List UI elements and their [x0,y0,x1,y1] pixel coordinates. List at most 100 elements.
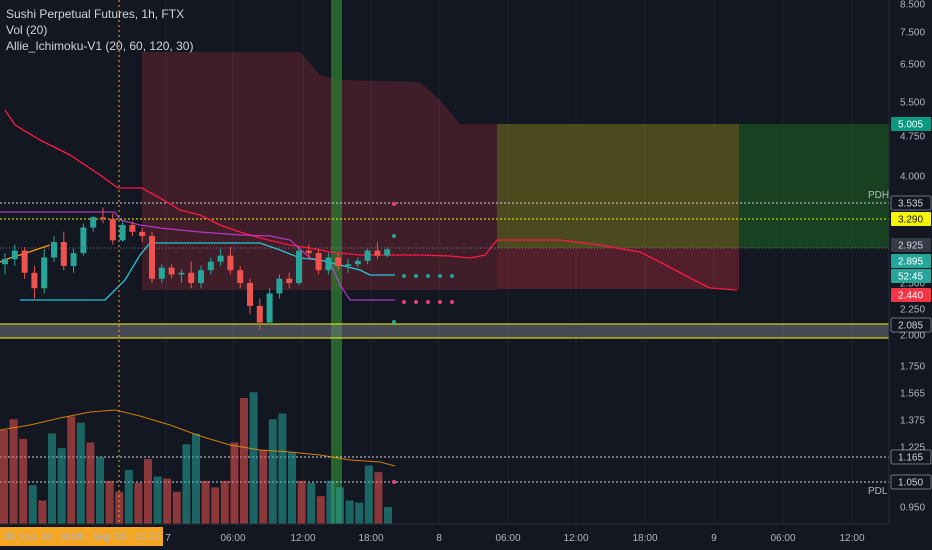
price-tag-text: 2.895 [898,257,923,268]
price-tag-text: 52:45 [898,272,923,283]
price-tick-label: 1.375 [900,416,925,427]
price-tick-label: 2.000 [900,331,925,342]
candle[interactable] [305,250,312,254]
candle[interactable] [217,255,224,262]
long-position-target-zone-yellow[interactable] [497,124,739,248]
price-tag-tp [891,117,931,131]
candle[interactable] [315,253,322,271]
time-tick-label: 12:00 [563,533,588,544]
volume-bar [201,480,210,524]
price-tag-level [890,474,932,490]
volume-ma-line [0,409,396,467]
candle[interactable] [119,224,126,241]
candle[interactable] [335,257,342,266]
volume-bar [345,500,354,524]
candle[interactable] [21,250,28,273]
candle[interactable] [41,257,48,289]
candle[interactable] [70,253,77,266]
price-tick-label: 7.500 [900,28,925,39]
candle[interactable] [286,278,293,283]
candle[interactable] [256,305,263,323]
support-zone [0,324,889,338]
long-position-stop-zone[interactable] [497,248,739,289]
candle[interactable] [207,261,214,271]
volume-bar [28,485,37,524]
candle[interactable] [364,250,371,261]
volume-bar [172,491,181,524]
volume-bar [182,444,191,524]
candle[interactable] [374,250,381,256]
ichimoku-indicator-label[interactable]: Allie_Ichimoku-V1 (20, 60, 120, 30) [6,39,194,53]
candle[interactable] [354,260,361,265]
long-position-target-zone-green[interactable] [739,124,889,248]
candle[interactable] [296,250,302,283]
candle[interactable] [198,270,204,283]
candle[interactable] [158,267,165,279]
plot-area[interactable] [0,0,889,524]
volume-bar [297,480,306,524]
time-tick-label: 8 [436,533,442,544]
price-tick-label: 5.500 [900,98,925,109]
candle[interactable] [168,267,175,275]
volume-bar [57,448,66,524]
volume-bar [67,416,76,524]
candle[interactable] [51,242,57,258]
candle[interactable] [237,270,244,283]
volume-bar [268,419,277,524]
price-tag-text: 2.440 [898,291,923,302]
candle[interactable] [384,249,391,256]
tenkan-line [0,211,395,301]
price-tag-sl [891,288,931,302]
candle[interactable] [31,272,38,289]
pdh-label: PDH [868,190,889,201]
symbol-title[interactable]: Sushi Perpetual Futures, 1h, FTX [6,7,185,21]
chikou-span-line [4,109,738,291]
candle[interactable] [178,272,185,275]
candle[interactable] [60,242,67,266]
volume-bar [307,483,316,524]
time-tick-label: 06:00 [770,533,795,544]
volume-bar [38,500,47,524]
volume-bar [9,419,18,524]
volume-bar [86,442,95,524]
candle[interactable] [276,278,283,294]
candle[interactable] [345,264,351,266]
price-tick-label: 4.000 [900,172,925,183]
volume-bar [192,433,200,524]
candle[interactable] [109,219,116,241]
price-tag-text: 3.290 [898,215,923,226]
volume-indicator-label[interactable]: Vol (20) [6,23,48,37]
candle[interactable] [247,283,253,306]
volume-bar [364,465,373,524]
candle[interactable] [139,231,146,237]
candle[interactable] [129,224,136,232]
volume-bar [278,413,287,524]
time-tick-label: 18:00 [358,533,383,544]
candle[interactable] [2,259,8,265]
candle[interactable] [188,272,195,283]
price-tag-pdh [890,195,932,211]
candle[interactable] [149,236,155,279]
volume-bar [355,502,364,524]
price-tick-label: 0.950 [900,503,925,514]
volume-bar [105,480,114,524]
volume-bar [115,491,124,524]
candle[interactable] [325,257,332,271]
price-tick-label: 2.500 [900,279,925,290]
candle[interactable] [100,217,106,219]
candle[interactable] [80,227,87,254]
ichimoku-cloud [142,52,497,290]
candle[interactable] [90,217,97,228]
volume-bar [163,478,172,524]
price-tick-label: 4.750 [900,132,925,143]
pdl-label: PDL [868,486,888,497]
price-tag-text: 1.165 [898,453,923,464]
candle[interactable] [227,255,234,271]
candlestick-series[interactable] [2,207,391,330]
volume-bar [19,438,28,524]
candle[interactable] [266,293,273,323]
time-tick-label: 12:00 [290,533,315,544]
volume-bar [0,429,8,524]
candle[interactable] [11,250,18,260]
